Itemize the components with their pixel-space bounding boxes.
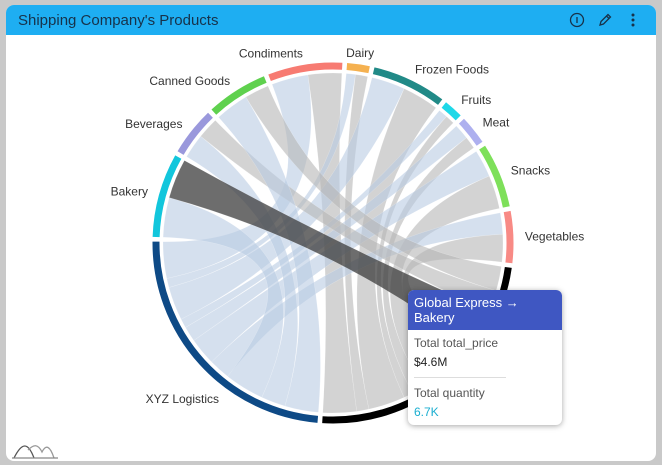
arc-vegetables [503,210,514,264]
arc-beverages [177,112,213,155]
tooltip: Global Express → Bakery Total total_pric… [408,290,562,425]
arc-frozen-foods [372,67,443,105]
tooltip-metric1-label: Total total_price [414,336,499,350]
label-vegetables: Vegetables [525,230,584,244]
tooltip-title: Global Express → Bakery [408,290,562,330]
label-frozen-foods: Frozen Foods [415,62,489,76]
label-xyz-logistics: XYZ Logistics [146,392,219,406]
more-vertical-icon[interactable] [622,9,644,31]
ribbon-fruits-xyz-logistics [180,110,447,328]
arc-xyz-logistics [152,241,319,423]
label-dairy: Dairy [346,46,374,60]
arc-canned-goods [211,76,267,115]
tooltip-metric2-label: Total quantity [414,386,485,400]
label-snacks: Snacks [511,164,550,178]
arc-condiments [268,62,343,82]
widget-header: Shipping Company's Products [6,5,656,35]
ribbons [162,72,504,414]
label-condiments: Condiments [239,46,303,60]
tooltip-divider [414,377,506,378]
widget-title: Shipping Company's Products [18,11,219,29]
arc-bakery [152,155,182,238]
arc-fruits [441,102,461,121]
arc-snacks [479,145,510,208]
label-canned-goods: Canned Goods [149,74,230,88]
label-fruits: Fruits [461,93,491,107]
label-bakery: Bakery [111,185,148,199]
info-icon[interactable] [566,9,588,31]
tooltip-metric1-value: $4.6M [414,355,448,369]
ribbon-canned-goods-global-express [245,85,502,291]
label-meat: Meat [483,116,510,130]
label-beverages: Beverages [125,117,182,131]
pencil-icon[interactable] [594,9,616,31]
arc-dairy [346,63,370,74]
tooltip-metric2-value: 6.7K [414,405,439,419]
arc-meat [458,118,483,146]
chart-type-icon [12,445,58,459]
